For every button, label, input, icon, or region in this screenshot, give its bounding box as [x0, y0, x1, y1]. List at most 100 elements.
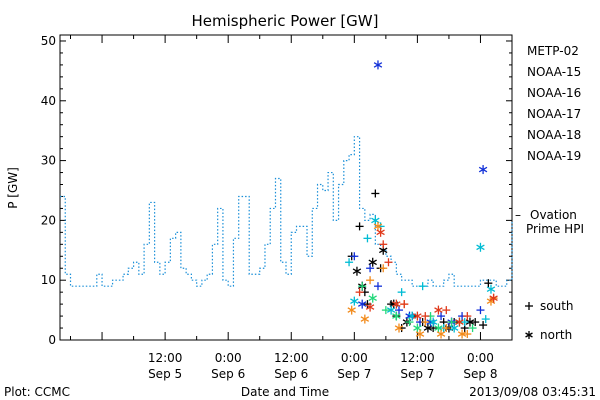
marker-stroke: [455, 319, 464, 325]
legend-entry-noaa-18: NOAA-18: [527, 128, 581, 142]
point-noaa-16-north: [350, 296, 359, 306]
y-axis: 0 10 20 30 40 50: [41, 34, 512, 347]
x-tick-time-label: 0:00: [467, 351, 494, 365]
marker-stroke: [394, 325, 404, 331]
legend-entry-noaa-15: NOAA-15: [527, 65, 581, 79]
ovation-series: [60, 136, 513, 287]
satellite-markers: [345, 60, 498, 339]
y-tick-label: 50: [41, 34, 56, 48]
point-noaa-18-north: [360, 314, 370, 324]
point-noaa-16-south: [460, 318, 469, 327]
marker-stroke: [392, 301, 401, 307]
x-tick-date-label: Sep 7: [337, 367, 371, 381]
x-tick-date-label: Sep 6: [274, 367, 308, 381]
legend-star-symbol: [525, 332, 533, 338]
marker-stroke: [428, 319, 438, 325]
point-noaa-18-north: [436, 329, 446, 339]
marker-stroke: [489, 295, 498, 301]
point-noaa-15-south: [366, 264, 375, 273]
point-noaa-15-south: [476, 306, 485, 315]
point-noaa-19-south: [384, 258, 393, 267]
y-tick-label: 40: [41, 94, 56, 108]
marker-stroke: [350, 298, 359, 304]
point-noaa-16-south: [397, 288, 406, 297]
legend-ovation-dash: –: [515, 208, 521, 222]
marker-stroke: [373, 62, 383, 68]
point-noaa-17-north: [392, 311, 401, 321]
legend-entry-metp-02: METP-02: [527, 44, 579, 58]
chart-title: Hemispheric Power [GW]: [192, 12, 379, 30]
x-axis-label: Date and Time: [241, 385, 329, 399]
marker-stroke: [352, 268, 362, 275]
point-noaa-19-north: [434, 305, 443, 315]
marker-stroke: [360, 316, 370, 322]
point-noaa-18-north: [347, 305, 356, 315]
x-tick-date-label: Sep 7: [400, 367, 434, 381]
marker-stroke: [368, 259, 377, 266]
point-noaa-16-south: [345, 258, 354, 267]
marker-stroke: [365, 304, 375, 310]
point-metp-02-north: [352, 266, 362, 276]
point-noaa-18-north: [457, 329, 467, 339]
point-noaa-18-north: [415, 329, 425, 339]
y-tick-label: 10: [41, 273, 56, 287]
y-axis-label: P [GW]: [6, 167, 20, 209]
x-tick-date-label: Sep 6: [211, 367, 245, 381]
marker-stroke: [457, 331, 467, 337]
plot-frame: [59, 34, 513, 341]
point-noaa-16-north: [476, 242, 485, 252]
point-noaa-19-south: [400, 300, 409, 309]
point-noaa-15-south: [437, 312, 446, 321]
legend-entry-noaa-17: NOAA-17: [527, 107, 581, 121]
point-noaa-19-north: [489, 293, 498, 303]
marker-stroke: [465, 319, 475, 325]
point-noaa-15-south: [395, 306, 403, 315]
plot-credit: Plot: CCMC: [4, 385, 70, 399]
point-metp-02-north: [465, 317, 475, 327]
point-noaa-19-south: [463, 312, 472, 321]
marker-stroke: [449, 325, 459, 331]
point-noaa-16-north: [486, 284, 496, 294]
legend-entry-noaa-19: NOAA-19: [527, 149, 581, 163]
point-noaa-17-north: [368, 293, 377, 303]
point-noaa-15-north: [373, 60, 383, 70]
legend-marker-south: south: [540, 299, 574, 313]
point-noaa-18-south: [366, 276, 375, 285]
point-noaa-19-north: [455, 317, 464, 327]
point-noaa-16-south: [418, 282, 427, 291]
marker-stroke: [392, 313, 401, 319]
point-noaa-19-south: [355, 288, 364, 297]
point-noaa-16-north: [428, 317, 438, 327]
point-noaa-19-south: [379, 240, 388, 249]
marker-stroke: [434, 325, 443, 331]
marker-stroke: [415, 331, 425, 337]
point-noaa-17-south: [358, 282, 367, 291]
point-noaa-18-north: [394, 323, 404, 333]
point-noaa-18-south: [442, 324, 451, 333]
plot-timestamp: 2013/09/08 03:45:31: [469, 385, 596, 399]
point-noaa-16-north: [449, 323, 459, 333]
point-noaa-19-north: [392, 299, 401, 309]
point-noaa-19-south: [442, 306, 451, 315]
y-tick-label: 0: [48, 333, 56, 347]
marker-stroke: [386, 307, 396, 313]
marker-stroke: [373, 223, 383, 230]
point-noaa-17-south: [381, 306, 390, 315]
legend-entry-noaa-16: NOAA-16: [527, 86, 581, 100]
marker-stroke: [347, 307, 356, 313]
point-noaa-18-south: [379, 264, 388, 273]
point-noaa-19-south: [421, 312, 430, 321]
point-noaa-17-south: [447, 318, 456, 327]
point-noaa-18-south: [463, 330, 472, 339]
x-tick-time-label: 12:00: [148, 351, 183, 365]
marker-stroke: [486, 286, 496, 292]
x-tick-time-label: 12:00: [400, 351, 435, 365]
point-noaa-16-south: [363, 234, 372, 243]
marker-stroke: [413, 313, 422, 319]
marker-stroke: [357, 301, 367, 307]
legend-marker-north: north: [540, 328, 572, 342]
marker-stroke: [368, 295, 377, 301]
point-noaa-19-north: [376, 227, 385, 237]
x-tick-date-label: Sep 5: [148, 367, 182, 381]
